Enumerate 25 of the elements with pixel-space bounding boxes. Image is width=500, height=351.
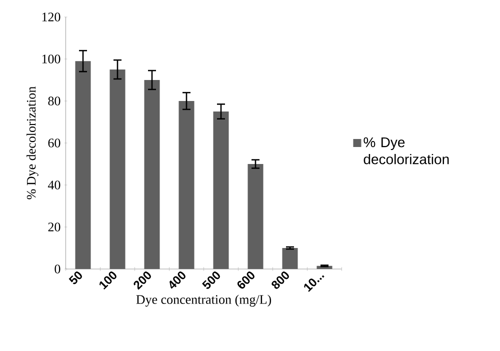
x-tick-label: 100: [99, 272, 116, 290]
y-axis-title: % Dye decolorization: [26, 86, 38, 200]
y-tick-label: 0: [54, 264, 60, 274]
x-tick-label: 50: [68, 272, 82, 284]
x-tick-label: 200: [134, 272, 151, 290]
y-tick-label: 20: [48, 222, 60, 232]
bar: [178, 101, 194, 269]
bar: [248, 164, 264, 269]
legend-label: % Dye decolorization: [364, 137, 449, 164]
x-tick-label: 800: [272, 272, 289, 289]
bar: [213, 112, 229, 269]
bar: [144, 80, 160, 269]
y-tick-label: 100: [42, 54, 60, 64]
x-tick-label: 400: [170, 272, 186, 289]
x-tick-label: 500: [202, 272, 220, 289]
x-tick-label: 600: [237, 272, 254, 289]
bar: [110, 70, 126, 269]
x-axis-title: Dye concentration (mg/L): [136, 294, 272, 307]
y-tick-label: 120: [42, 12, 60, 22]
y-tick-label: 80: [48, 96, 60, 106]
bar: [282, 248, 298, 269]
y-tick-label: 60: [48, 138, 60, 148]
x-tick-label: 10...: [304, 275, 324, 292]
y-tick-label: 40: [48, 180, 60, 190]
bar: [75, 61, 91, 269]
